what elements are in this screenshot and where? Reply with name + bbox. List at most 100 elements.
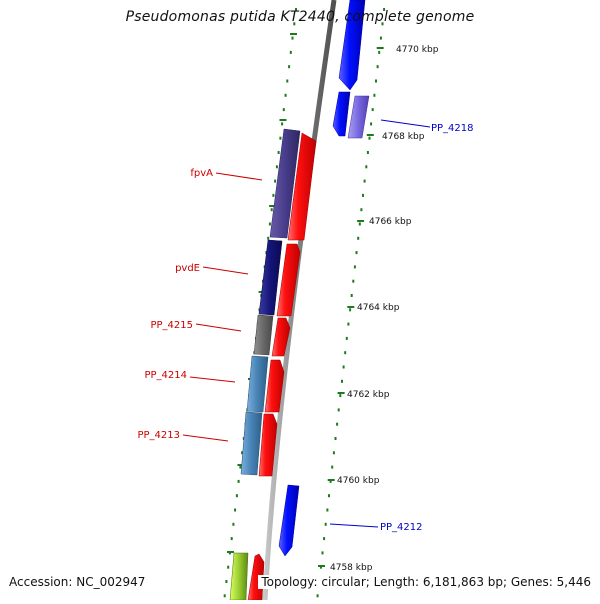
ring-dot: [270, 208, 273, 212]
ring-dot: [363, 179, 366, 183]
ring-dot: [237, 479, 240, 483]
gene-pp4213[interactable]: [258, 413, 278, 477]
ring-dot: [289, 50, 292, 54]
ring-dot: [344, 351, 347, 355]
ring-dot: [375, 79, 377, 83]
accession-text: Accession: NC_002947: [9, 575, 146, 589]
ring-dot: [227, 565, 230, 569]
ring-dot: [345, 336, 348, 340]
leader-pp4213: [182, 434, 229, 442]
ring-dot: [370, 122, 373, 126]
ring-dot: [371, 108, 374, 112]
ruler-tick: [290, 33, 297, 35]
ruler-tick: [279, 119, 287, 121]
ring-dot: [282, 108, 285, 112]
ring-dot: [268, 222, 271, 226]
ring-dot: [383, 8, 386, 11]
ring-dot: [274, 179, 277, 183]
ring-dot: [279, 136, 282, 140]
ring-dot: [329, 479, 332, 483]
ring-dot: [281, 122, 284, 126]
ring-dot: [319, 565, 322, 569]
ruler-ticks-outer: [318, 47, 384, 567]
gene-label-pp4215[interactable]: PP_4215: [150, 320, 193, 331]
gene-labels: PP_4218 fpvA pvdE PP_4215 PP_4214 PP_421…: [137, 123, 473, 533]
gene-label-pp4213[interactable]: PP_4213: [137, 430, 180, 441]
ring-dot: [234, 508, 237, 512]
ring-dot: [232, 522, 235, 526]
ring-dot: [339, 394, 342, 398]
ruler-tick-labels: 4770 kbp 4768 kbp 4766 kbp 4764 kbp 4762…: [330, 45, 439, 573]
map-title: Pseudomonas putida KT2440, complete geno…: [125, 9, 475, 25]
ring-dot: [295, 8, 297, 11]
tick-label: 4760 kbp: [337, 476, 380, 486]
ring-dot: [241, 451, 244, 455]
ruler-tick: [237, 464, 245, 466]
ring-dot: [353, 265, 356, 269]
ring-dot: [275, 165, 278, 169]
ring-dot: [376, 65, 379, 69]
gene-fpva-category[interactable]: [269, 128, 301, 239]
gene-pp4214-category[interactable]: [246, 355, 269, 413]
ruler-tick: [337, 392, 345, 394]
ring-dot: [368, 136, 371, 140]
tick-label: 4768 kbp: [382, 132, 425, 142]
leader-pp4212: [329, 523, 379, 528]
reverse-strand-genes: [278, 0, 370, 557]
leader-pp4215: [195, 323, 242, 332]
ring-dot: [352, 279, 355, 283]
gene-pvde-category[interactable]: [258, 239, 283, 316]
leader-fpva: [215, 172, 263, 181]
ring-dot: [379, 36, 382, 40]
ring-dot: [349, 308, 352, 312]
ring-dot: [321, 551, 324, 555]
outer-dotted-ring: [316, 8, 386, 598]
gene-label-pp4218[interactable]: PP_4218: [431, 123, 474, 134]
ring-dot: [342, 365, 345, 369]
ring-dot: [360, 208, 363, 212]
topology-text: Topology: circular; Length: 6,181,863 bp…: [258, 575, 591, 589]
gene-label-pp4214[interactable]: PP_4214: [144, 370, 187, 381]
ring-dot: [365, 165, 368, 169]
ring-dot: [239, 465, 242, 469]
ring-dot: [337, 408, 340, 412]
ruler-tick: [376, 47, 384, 49]
tick-label: 4766 kbp: [369, 217, 412, 227]
gene-fpva[interactable]: [287, 132, 317, 241]
ring-dot: [277, 151, 280, 154]
ring-dot: [362, 193, 364, 197]
gene-pp4215[interactable]: [271, 317, 291, 357]
ring-dot: [284, 93, 287, 97]
gene-feature[interactable]: [229, 552, 249, 601]
ring-dot: [225, 580, 228, 583]
ring-dot: [378, 50, 381, 54]
gene-pp4212[interactable]: [278, 484, 300, 557]
gene-pvde[interactable]: [276, 243, 301, 317]
ring-dot: [355, 251, 358, 255]
gene-label-pvde[interactable]: pvdE: [175, 263, 200, 274]
gene-label-fpva[interactable]: fpvA: [190, 168, 213, 179]
gene-pp4218[interactable]: [347, 95, 370, 139]
ring-dot: [381, 22, 384, 26]
gene-feature[interactable]: [332, 91, 351, 137]
ruler-tick: [347, 306, 355, 308]
ring-dot: [331, 465, 334, 469]
ruler-tick: [318, 565, 325, 567]
gene-label-pp4212[interactable]: PP_4212: [380, 522, 423, 533]
tick-label: 4764 kbp: [357, 303, 400, 313]
gene-pp4215-category[interactable]: [253, 314, 274, 356]
tick-label: 4770 kbp: [396, 45, 439, 55]
gene-pp4214[interactable]: [264, 359, 285, 413]
ruler-tick: [357, 220, 365, 222]
tick-label: 4762 kbp: [347, 390, 390, 400]
ring-dot: [347, 322, 350, 326]
ring-dot: [316, 594, 319, 598]
gene-feature[interactable]: [338, 0, 366, 91]
ring-dot: [267, 236, 270, 240]
ring-dot: [357, 236, 360, 240]
gene-pp4213-category[interactable]: [240, 411, 263, 476]
ring-dot: [336, 422, 339, 426]
ring-dot: [223, 594, 226, 598]
